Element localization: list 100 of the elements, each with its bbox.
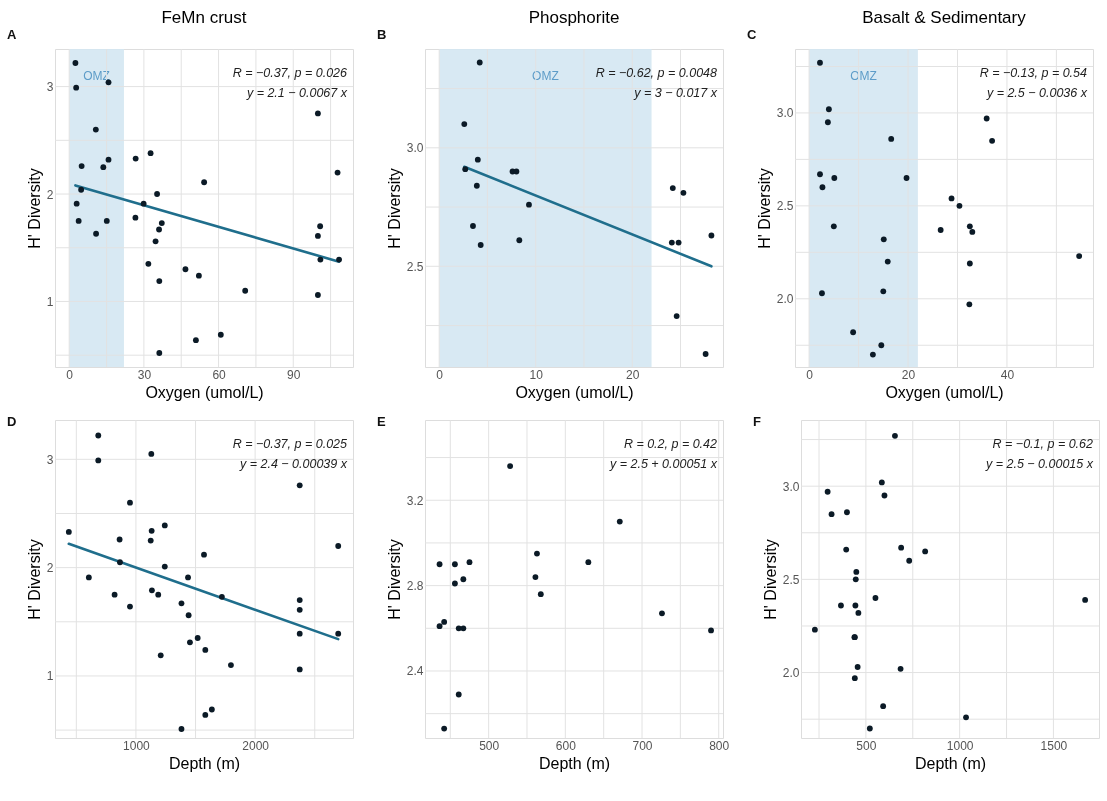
point — [201, 551, 207, 558]
point — [1076, 253, 1083, 259]
point — [819, 184, 826, 191]
text: F — [753, 414, 761, 429]
point — [78, 186, 85, 193]
y-tick-label: 1 — [46, 294, 54, 309]
point — [903, 175, 910, 181]
annotation: y = 3 − 0.017 x — [633, 86, 718, 100]
point — [156, 226, 162, 233]
point — [100, 164, 107, 171]
point — [335, 543, 342, 549]
y-tick-label: 2.8 — [406, 579, 424, 594]
point — [852, 602, 859, 609]
point — [476, 59, 483, 66]
point — [673, 313, 680, 319]
point — [145, 260, 152, 267]
x-axis-title: Depth (m) — [538, 754, 611, 772]
point — [878, 479, 885, 486]
text: D — [7, 414, 17, 429]
x-axis-title: Depth (m) — [914, 754, 987, 772]
point — [336, 256, 342, 263]
point — [132, 214, 139, 221]
point — [317, 256, 324, 263]
point — [477, 242, 484, 248]
point — [966, 301, 973, 308]
y-tick-label: 2.5 — [776, 199, 794, 214]
point — [675, 239, 682, 246]
point — [93, 230, 99, 237]
point — [148, 527, 155, 534]
point — [702, 351, 709, 357]
point — [855, 610, 862, 616]
annotation: R = −0.62, p = 0.0048 — [595, 66, 718, 80]
point — [85, 574, 92, 581]
point — [202, 712, 209, 718]
x-tick-label: 40 — [1000, 367, 1015, 382]
chart-title: Phosphorite — [528, 8, 620, 27]
point — [140, 200, 147, 207]
point — [825, 106, 832, 113]
point — [75, 217, 82, 224]
y-tick-label: 3 — [46, 452, 54, 467]
text: A — [7, 27, 17, 42]
point — [817, 171, 823, 178]
point — [451, 561, 458, 568]
point — [831, 175, 838, 181]
point — [161, 522, 168, 529]
point — [208, 706, 215, 713]
point — [65, 528, 72, 535]
x-tick-label: 30 — [137, 367, 152, 382]
x-tick-label: 1000 — [946, 738, 974, 753]
point — [228, 662, 234, 669]
point — [317, 223, 324, 230]
point — [869, 351, 876, 358]
x-axis-title: Oxygen (umol/L) — [515, 383, 634, 401]
annotation: R = −0.37, p = 0.026 — [232, 66, 348, 80]
y-axis-title: H' Diversity — [761, 539, 779, 620]
point — [853, 569, 860, 575]
annotation: R = −0.37, p = 0.025 — [232, 437, 348, 451]
y-tick-label: 3 — [46, 80, 54, 95]
point — [148, 450, 155, 457]
point — [103, 217, 110, 224]
point — [314, 292, 321, 298]
point — [217, 331, 224, 338]
point — [708, 232, 715, 239]
point — [73, 84, 80, 91]
x-tick-label: 500 — [856, 738, 877, 753]
point — [892, 432, 898, 439]
point — [218, 593, 225, 600]
point — [242, 287, 249, 294]
point — [1082, 596, 1089, 603]
chart-title: FeMn crust — [161, 8, 247, 27]
point — [824, 119, 831, 126]
point — [937, 227, 944, 233]
x-tick-label: 500 — [479, 738, 500, 753]
point — [659, 610, 665, 617]
point — [838, 602, 844, 609]
point — [460, 625, 467, 632]
point — [296, 630, 303, 637]
point — [111, 591, 118, 598]
point — [296, 666, 303, 673]
point — [966, 223, 973, 230]
point — [296, 482, 303, 489]
point — [983, 115, 990, 122]
x-tick-label: 700 — [632, 738, 653, 753]
x-axis-title: Oxygen (umol/L) — [145, 383, 264, 401]
point — [127, 499, 133, 506]
point — [878, 342, 885, 349]
text: C — [747, 27, 757, 42]
point — [507, 463, 514, 470]
point — [72, 60, 79, 66]
point — [817, 59, 823, 66]
y-tick-label: 3.0 — [782, 479, 800, 494]
point — [148, 587, 155, 594]
point — [127, 603, 133, 610]
point — [668, 239, 675, 246]
point — [906, 557, 913, 564]
x-tick-label: 800 — [709, 738, 730, 753]
point — [819, 290, 825, 297]
y-tick-label: 2.5 — [406, 259, 424, 274]
x-tick-label: 0 — [66, 367, 74, 382]
point — [989, 137, 996, 144]
